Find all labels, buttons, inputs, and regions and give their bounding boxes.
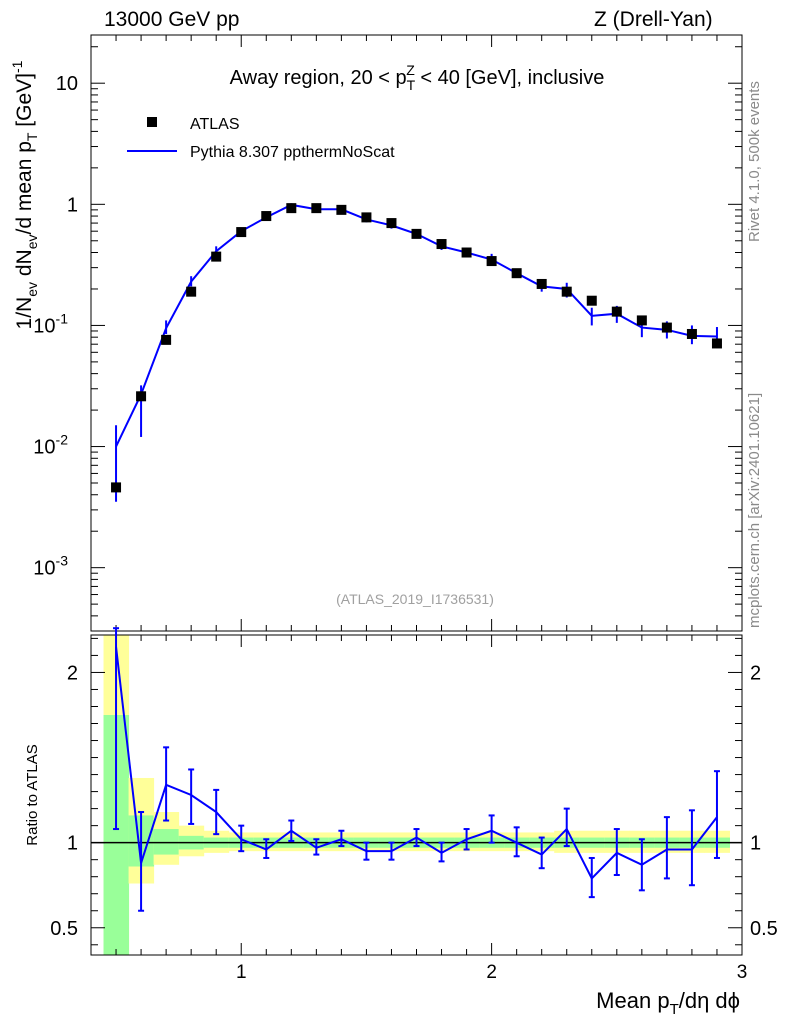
legend-label-atlas: ATLAS (190, 116, 240, 133)
band-green-bin (153, 829, 180, 855)
atlas-data-point (486, 256, 497, 267)
atlas-data-point (686, 328, 697, 339)
y-axis-label: 1/Nev dNev/d mean pT [GeV]-1 (9, 60, 40, 329)
ratio-tick-label-right: 0.5 (750, 918, 778, 940)
y-tick-label: 10-2 (33, 432, 68, 459)
plot-frames (90, 34, 743, 956)
rivet-version-label: Rivet 4.1.0, 500k events (746, 81, 763, 242)
atlas-data-point (236, 227, 247, 238)
y-tick-label: 10 (56, 73, 78, 95)
x-tick-label: 1 (236, 962, 247, 983)
atlas-data-point (561, 286, 572, 297)
atlas-data-point (361, 212, 372, 223)
atlas-data-point (386, 218, 397, 229)
x-tick-label: 2 (486, 962, 497, 983)
atlas-data-point (436, 239, 447, 250)
atlas-data-point (336, 204, 347, 215)
mcplots-url-label: mcplots.cern.ch [arXiv:2401.10621] (746, 392, 763, 628)
atlas-data-point (536, 278, 547, 289)
atlas-data-point (711, 338, 722, 349)
chart-marks (91, 203, 742, 912)
ratio-tick-label-right: 2 (750, 662, 761, 684)
x-axis-label: Mean pT/dη dϕ (596, 988, 740, 1018)
axis-ticks (90, 35, 743, 955)
ratio-tick-label-right: 1 (750, 833, 761, 855)
y-tick-label: 10-3 (33, 553, 68, 580)
atlas-data-point (511, 268, 522, 279)
atlas-data-point (586, 295, 597, 306)
main-frame (90, 34, 743, 632)
atlas-data-point (111, 482, 122, 493)
atlas-data-point (286, 203, 297, 214)
analysis-id: (ATLAS_2019_I1736531) (336, 591, 494, 607)
ratio-y-axis-label: Ratio to ATLAS (24, 744, 41, 845)
ratio-tick-label: 2 (67, 662, 78, 684)
ratio-series-line (115, 646, 718, 881)
atlas-data-point (611, 306, 622, 317)
legend-label-mc: Pythia 8.307 ppthermNoScat (190, 144, 395, 161)
y-tick-label: 1 (67, 194, 78, 216)
mc-series-line (115, 203, 717, 447)
x-tick-label: 3 (737, 962, 748, 983)
chart-title: Away region, 20 < pTZ < 40 [GeV], inclus… (230, 62, 605, 93)
ratio-tick-label: 0.5 (50, 918, 78, 940)
atlas-data-point (411, 228, 422, 239)
y-tick-label: 10-1 (33, 310, 68, 337)
legend: ATLAS Pythia 8.307 ppthermNoScat (127, 116, 395, 161)
atlas-data-point (636, 315, 647, 326)
atlas-data-point (461, 247, 472, 258)
atlas-data-point (261, 211, 272, 222)
tick-labels: 1 2 3 10 1 10-1 10-2 10-3 2 2 1 1 0.5 0.5 (33, 73, 778, 983)
atlas-data-point (161, 334, 172, 345)
atlas-data-point (211, 251, 222, 262)
atlas-data-point (311, 203, 322, 214)
legend-atlas-marker (147, 117, 157, 127)
header-right: Z (Drell-Yan) (594, 8, 713, 31)
ratio-tick-label: 1 (67, 833, 78, 855)
header-left: 13000 GeV pp (104, 8, 240, 31)
ratio-uncertainty-bands (103, 635, 730, 955)
atlas-data-point (186, 286, 197, 297)
atlas-data-point (136, 391, 147, 402)
atlas-data-point (661, 322, 672, 333)
